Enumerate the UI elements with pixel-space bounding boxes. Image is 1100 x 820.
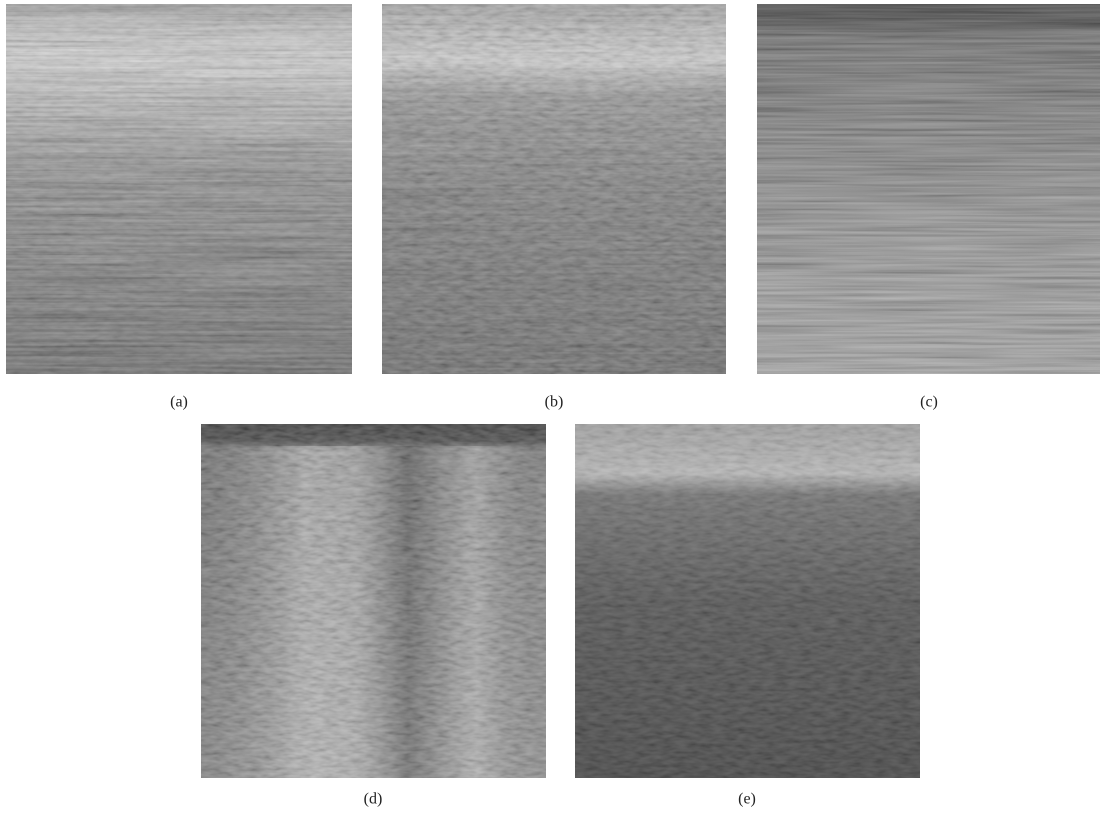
panel-label: (c) bbox=[920, 394, 938, 411]
panel-label: (d) bbox=[364, 791, 383, 808]
texture bbox=[382, 4, 726, 374]
panel-d bbox=[201, 424, 546, 778]
texture bbox=[6, 4, 352, 374]
panel-e bbox=[575, 424, 920, 778]
texture bbox=[575, 424, 920, 778]
panel-label: (a) bbox=[170, 394, 188, 411]
panel-b bbox=[382, 4, 726, 374]
panel-c bbox=[757, 4, 1100, 374]
panel-label: (b) bbox=[545, 394, 564, 411]
panel-label: (e) bbox=[738, 791, 756, 808]
panel-a bbox=[6, 4, 352, 374]
texture bbox=[201, 424, 546, 778]
texture bbox=[757, 4, 1100, 374]
